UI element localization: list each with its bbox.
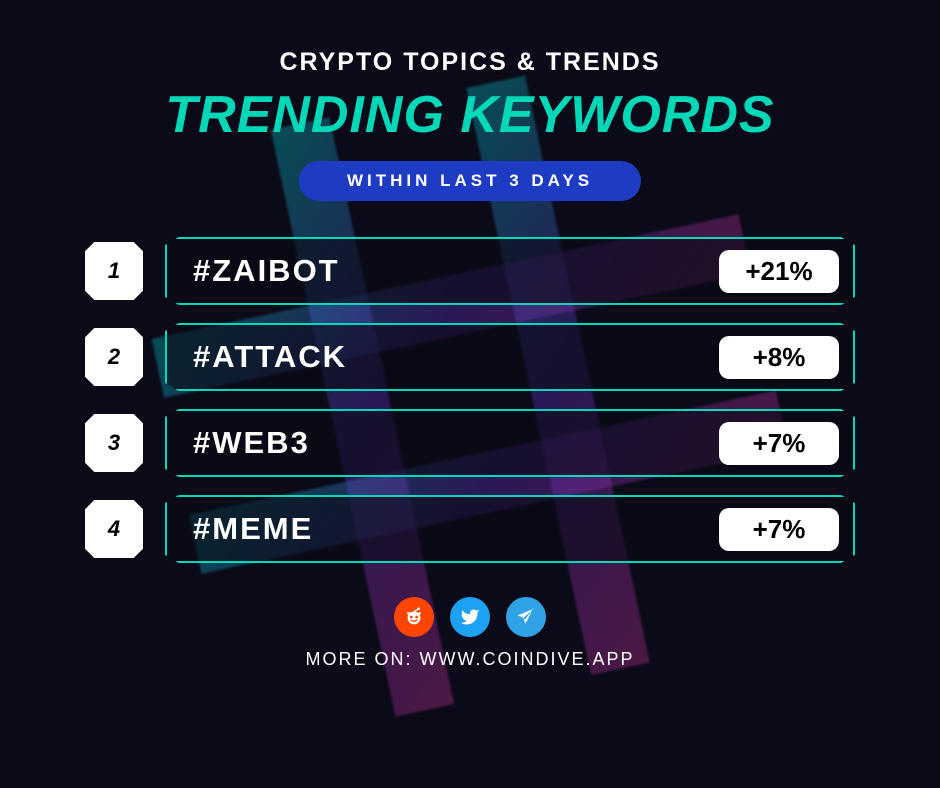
list-item: 2 #ATTACK +8% <box>85 323 855 391</box>
twitter-icon[interactable] <box>450 597 490 637</box>
content-container: CRYPTO TOPICS & TRENDS TRENDING KEYWORDS… <box>0 0 940 670</box>
list-item: 1 #ZAIBOT +21% <box>85 237 855 305</box>
footer-text: MORE ON: WWW.COINDIVE.APP <box>305 649 634 670</box>
reddit-icon[interactable] <box>394 597 434 637</box>
keyword-text: #ATTACK <box>193 339 347 375</box>
keyword-box: #ZAIBOT +21% <box>165 237 855 305</box>
keyword-text: #ZAIBOT <box>193 253 340 289</box>
keyword-text: #WEB3 <box>193 425 310 461</box>
keyword-text: #MEME <box>193 511 313 547</box>
telegram-icon[interactable] <box>506 597 546 637</box>
social-row <box>394 597 546 637</box>
percent-badge: +7% <box>719 508 839 551</box>
period-badge: WITHIN LAST 3 DAYS <box>299 161 641 201</box>
rank-badge: 3 <box>85 414 143 472</box>
rank-badge: 2 <box>85 328 143 386</box>
list-item: 4 #MEME +7% <box>85 495 855 563</box>
rank-badge: 1 <box>85 242 143 300</box>
keyword-box: #WEB3 +7% <box>165 409 855 477</box>
keyword-box: #ATTACK +8% <box>165 323 855 391</box>
percent-badge: +7% <box>719 422 839 465</box>
percent-badge: +8% <box>719 336 839 379</box>
title: TRENDING KEYWORDS <box>165 85 774 145</box>
keyword-box: #MEME +7% <box>165 495 855 563</box>
percent-badge: +21% <box>719 250 839 293</box>
trending-list: 1 #ZAIBOT +21% 2 #ATTACK +8% 3 #WEB3 +7%… <box>85 237 855 563</box>
list-item: 3 #WEB3 +7% <box>85 409 855 477</box>
subtitle: CRYPTO TOPICS & TRENDS <box>279 48 660 77</box>
rank-badge: 4 <box>85 500 143 558</box>
